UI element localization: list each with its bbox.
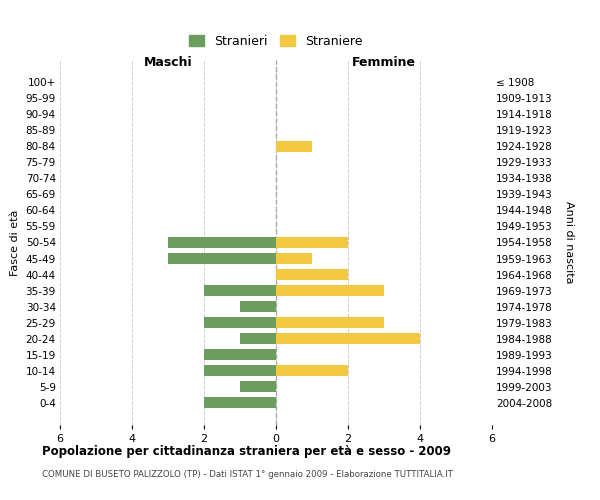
Text: COMUNE DI BUSETO PALIZZOLO (TP) - Dati ISTAT 1° gennaio 2009 - Elaborazione TUTT: COMUNE DI BUSETO PALIZZOLO (TP) - Dati I… — [42, 470, 453, 479]
Bar — [276, 253, 312, 264]
Bar — [204, 397, 276, 408]
Bar — [240, 301, 276, 312]
Bar — [276, 269, 348, 280]
Bar — [204, 349, 276, 360]
Bar — [276, 140, 312, 152]
Y-axis label: Anni di nascita: Anni di nascita — [564, 201, 574, 284]
Bar — [240, 333, 276, 344]
Y-axis label: Fasce di età: Fasce di età — [10, 210, 20, 276]
Text: Maschi: Maschi — [143, 56, 193, 70]
Bar — [276, 365, 348, 376]
Bar — [204, 365, 276, 376]
Bar — [276, 237, 348, 248]
Bar — [276, 285, 384, 296]
Bar — [276, 317, 384, 328]
Legend: Stranieri, Straniere: Stranieri, Straniere — [184, 30, 368, 52]
Bar — [168, 253, 276, 264]
Text: Popolazione per cittadinanza straniera per età e sesso - 2009: Popolazione per cittadinanza straniera p… — [42, 445, 451, 458]
Bar — [204, 285, 276, 296]
Text: Femmine: Femmine — [352, 56, 416, 70]
Bar — [240, 381, 276, 392]
Bar — [168, 237, 276, 248]
Bar — [204, 317, 276, 328]
Bar — [276, 333, 420, 344]
